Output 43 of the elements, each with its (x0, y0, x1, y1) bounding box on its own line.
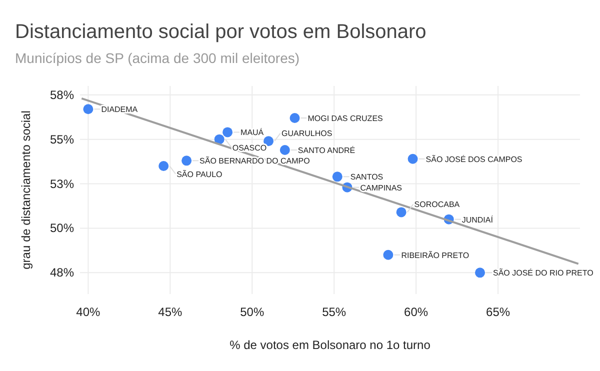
y-tick-label: 58% (50, 88, 74, 102)
y-tick-label: 48% (50, 266, 74, 280)
x-tick-label: 65% (486, 305, 510, 319)
x-tick-label: 55% (322, 305, 346, 319)
chart-title: Distanciamento social por votos em Bolsonaro (15, 21, 426, 43)
annotation: JUNDIAÍ (462, 215, 494, 224)
x-tick-label: 45% (158, 305, 182, 319)
point (83, 104, 94, 114)
point (264, 136, 274, 146)
point (280, 145, 290, 155)
annotation: SANTOS (350, 172, 384, 182)
annotation: SANTO ANDRÉ (298, 146, 356, 155)
annotation: MAUÁ (240, 128, 264, 138)
x-tick-label: 60% (404, 305, 428, 319)
chart-subtitle: Municípios de SP (acima de 300 mil eleitores) (15, 50, 300, 66)
y-tick-label: 50% (50, 221, 74, 236)
annotation: SÃO PAULO (176, 169, 222, 179)
point (396, 207, 406, 218)
y-axis-title: grau de distanciamento social (19, 110, 33, 270)
point (214, 134, 224, 144)
x-axis-title: % de votos em Bolsonaro no 1o turno (230, 338, 431, 352)
point (332, 172, 342, 182)
annotation: SÃO BERNARDO DO CAMPO (200, 156, 310, 166)
annotation: SÃO JOSÉ DOS CAMPOS (426, 154, 522, 164)
point (158, 161, 169, 171)
point (408, 154, 418, 164)
annotation: GUARULHOS (282, 129, 332, 138)
x-tick-label: 40% (76, 305, 101, 319)
annotation: RIBEIRÃO PRETO (401, 250, 470, 260)
annotation: SOROCABA (414, 200, 460, 210)
annotation: SÃO JOSÉ DO RIO PRETO (493, 268, 594, 278)
point (383, 250, 394, 260)
point (222, 127, 233, 138)
y-tick-label: 55% (50, 132, 74, 146)
y-tick-label: 53% (50, 176, 74, 191)
annotation: DIADEMA (101, 105, 138, 114)
annotation: MOGI DAS CRUZES (308, 114, 383, 123)
point (290, 113, 300, 123)
point (475, 268, 485, 278)
point (182, 156, 192, 166)
annotation: OSASCO (232, 143, 267, 152)
annotation: CAMPINAS (360, 183, 402, 192)
x-tick-label: 50% (240, 305, 264, 319)
